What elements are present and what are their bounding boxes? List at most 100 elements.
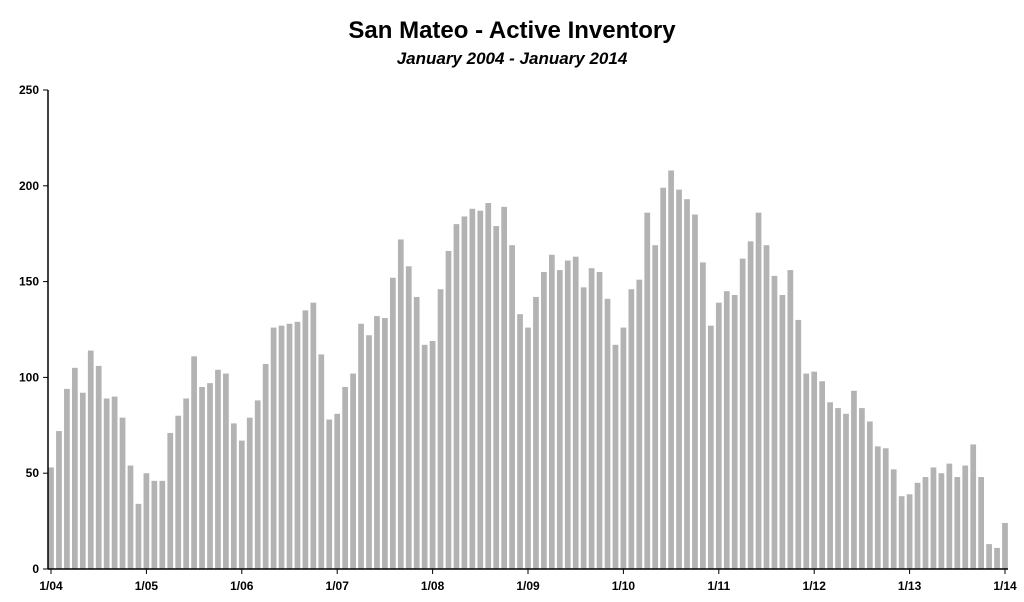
bar-2011-09 xyxy=(779,295,786,569)
bar-2004-02 xyxy=(56,431,62,569)
bar-2006-11 xyxy=(318,354,325,569)
bar-2013-07 xyxy=(954,477,961,569)
bar-2011-06 xyxy=(755,212,762,569)
bar-2004-10 xyxy=(119,417,126,569)
bar-2010-08 xyxy=(676,189,682,569)
x-tick-label: 1/09 xyxy=(516,579,540,593)
bar-2006-09 xyxy=(302,310,309,569)
bar-2009-11 xyxy=(604,298,611,569)
bar-2012-02 xyxy=(819,381,826,569)
bar-2008-02 xyxy=(437,289,444,569)
bar-2013-12 xyxy=(994,547,1000,569)
bar-2005-09 xyxy=(207,383,213,569)
bar-2005-05 xyxy=(175,415,182,569)
bar-2008-05 xyxy=(461,216,468,569)
x-tick-label: 1/05 xyxy=(135,579,159,593)
bar-2006-12 xyxy=(326,419,333,569)
bar-2009-03 xyxy=(541,272,547,569)
y-tick-label: 100 xyxy=(19,370,39,384)
bar-2004-08 xyxy=(103,398,110,569)
x-tick-label: 1/12 xyxy=(803,579,827,593)
bar-2009-06 xyxy=(564,260,571,569)
bar-2013-11 xyxy=(986,544,992,569)
bar-2009-05 xyxy=(556,270,563,569)
bar-2013-05 xyxy=(938,473,945,569)
bar-2012-03 xyxy=(827,402,833,569)
bar-2012-04 xyxy=(835,408,841,569)
bar-2005-08 xyxy=(199,386,205,569)
bar-2010-10 xyxy=(692,214,698,570)
bar-2011-11 xyxy=(795,319,802,569)
bar-2011-07 xyxy=(763,245,770,569)
bar-2011-03 xyxy=(731,295,738,569)
y-tick-label: 150 xyxy=(19,275,39,289)
bar-2007-04 xyxy=(358,323,364,569)
bar-2008-11 xyxy=(509,245,515,569)
bar-2013-06 xyxy=(946,463,953,569)
bar-2010-01 xyxy=(620,327,627,569)
bar-2008-03 xyxy=(445,250,452,569)
x-axis: 1/04 1/05 1/06 1/07 1/08 1/09 1/10 1/11 1/12 1/13… xyxy=(39,568,1017,593)
bar-2005-11 xyxy=(223,373,229,569)
x-tick-label: 1/13 xyxy=(898,579,922,593)
bar-2010-09 xyxy=(684,199,690,569)
bar-2007-07 xyxy=(382,318,388,569)
x-tick-label: 1/14 xyxy=(993,579,1017,593)
bar-2012-01 xyxy=(811,371,818,569)
bar-2004-09 xyxy=(111,396,118,569)
bar-2004-06 xyxy=(87,350,94,569)
x-tick-label: 1/06 xyxy=(230,579,254,593)
bar-2013-09 xyxy=(970,444,977,569)
bar-2009-01 xyxy=(525,327,531,569)
bar-2006-01 xyxy=(238,440,245,569)
bar-2010-02 xyxy=(628,289,635,569)
bar-2009-09 xyxy=(588,268,595,569)
x-tick-label: 1/11 xyxy=(707,579,730,593)
bar-series xyxy=(48,170,1008,570)
bar-2011-02 xyxy=(723,291,730,569)
y-tick-label: 50 xyxy=(26,466,40,480)
bar-2012-05 xyxy=(843,413,849,569)
bar-2011-12 xyxy=(803,373,810,569)
bar-2011-10 xyxy=(787,270,794,569)
bar-2008-09 xyxy=(493,226,500,570)
bar-2013-01 xyxy=(906,494,913,569)
bar-2009-08 xyxy=(580,287,587,569)
bar-2013-02 xyxy=(914,482,921,569)
bar-2010-06 xyxy=(660,187,667,569)
y-axis: 0 50 100 150 200 250 xyxy=(19,83,49,576)
bar-2005-07 xyxy=(191,356,197,569)
bar-2007-08 xyxy=(389,277,396,569)
y-tick-label: 200 xyxy=(19,179,39,193)
bar-2010-04 xyxy=(644,212,651,569)
bar-2006-02 xyxy=(246,417,253,569)
bar-2006-05 xyxy=(270,327,277,569)
bar-2007-12 xyxy=(421,344,428,569)
bar-2004-11 xyxy=(127,465,134,569)
bar-2005-04 xyxy=(167,432,174,569)
bar-2009-12 xyxy=(612,344,619,569)
x-tick-label: 1/07 xyxy=(326,579,350,593)
bar-2014-01 xyxy=(1002,523,1008,569)
bar-2009-07 xyxy=(572,256,579,569)
bar-2005-10 xyxy=(215,369,221,569)
bar-2007-03 xyxy=(350,373,356,569)
bar-2005-02 xyxy=(151,480,158,569)
bar-2010-12 xyxy=(707,325,714,569)
x-tick-label: 1/04 xyxy=(39,579,63,593)
bar-2013-10 xyxy=(978,477,985,569)
bar-2007-01 xyxy=(334,413,341,569)
bar-2008-06 xyxy=(469,208,476,570)
y-tick-label: 0 xyxy=(32,562,39,576)
bar-2012-09 xyxy=(874,446,881,569)
bar-2009-02 xyxy=(533,296,539,569)
bar-2012-12 xyxy=(898,496,905,569)
bar-2010-03 xyxy=(636,279,643,569)
bar-2006-06 xyxy=(278,325,285,569)
bar-2010-05 xyxy=(652,245,659,569)
bar-2008-07 xyxy=(477,210,484,569)
bar-2004-03 xyxy=(64,388,70,569)
bar-2008-01 xyxy=(429,341,436,569)
chart-title: San Mateo - Active Inventory xyxy=(348,17,676,44)
